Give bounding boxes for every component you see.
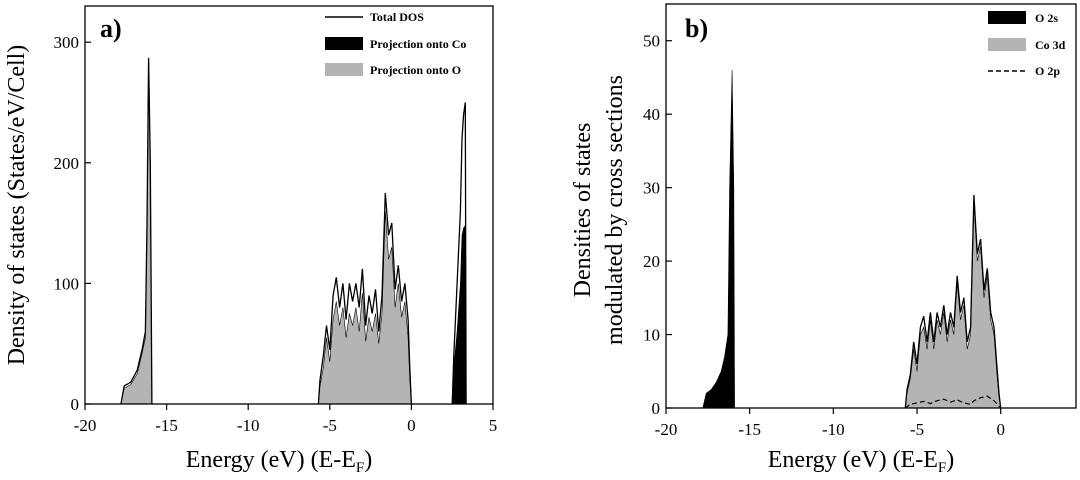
panel-b-y-tick-label: 40: [643, 105, 660, 124]
panel-b-x-axis-label: Energy (eV) (E-EF): [768, 447, 955, 476]
panel-b-x-tick-label: -15: [738, 420, 761, 439]
panel-a-frame: [84, 5, 494, 405]
panel-b-series-o-2p-segment-0: [904, 395, 1002, 409]
panel-b-x-tick-label: -5: [910, 420, 924, 439]
panel-a-x-axis-label: Energy (eV) (E-EF): [186, 447, 373, 476]
legend-label-co: Projection onto Co: [370, 37, 466, 51]
panel-b-x-tick-label: -20: [655, 420, 678, 439]
panel-a-x-tick-label: -5: [323, 416, 337, 435]
panel-b-y-axis-label-line2: modulated by cross sections: [602, 75, 628, 345]
legend-swatch-co: [325, 37, 363, 50]
panel-a-series-layer: [120, 57, 467, 405]
panel-a-x-tick-label: 0: [407, 416, 416, 435]
panel-b-ticks: -20 -15 -10 -5 0 0 10 20 30 40 50: [643, 32, 1005, 439]
legend-label-total-dos: Total DOS: [370, 10, 424, 24]
panel-a-y-tick-label: 200: [54, 154, 80, 173]
panel-a-series-total-dos-segment-0: [120, 57, 153, 405]
panel-b-series-total-outline-segment-0: [904, 194, 1002, 409]
panel-b-y-tick-label: 20: [643, 252, 660, 271]
legend-label-o2p: O 2p: [1035, 64, 1060, 78]
panel-a-x-tick-label: -20: [74, 416, 97, 435]
panel-b-y-axis-label-line1: Densities of states: [570, 123, 596, 298]
legend-label-o2s: O 2s: [1035, 11, 1058, 25]
panel-a-x-tick-label: -10: [237, 416, 260, 435]
panel-b: -20 -15 -10 -5 0 0 10 20 30 40 50 b) Energy (eV) (…: [570, 3, 1077, 476]
panel-a-x-tick-label: -15: [155, 416, 178, 435]
panel-a-series-total-dos-segment-1: [317, 192, 413, 405]
panel-a-legend: Total DOS Projection onto Co Projection …: [325, 10, 466, 77]
panel-b-y-tick-label: 50: [643, 32, 660, 51]
legend-label-o: Projection onto O: [370, 63, 461, 77]
legend-swatch-co3d: [988, 38, 1026, 51]
panel-b-series-layer: [702, 70, 1002, 409]
panel-b-y-tick-label: 0: [652, 399, 661, 418]
panel-b-legend: O 2s Co 3d O 2p: [988, 11, 1066, 78]
panel-a-x-tick-label: 5: [489, 416, 498, 435]
panel-b-series-co-3d-segment-0: [904, 202, 1002, 409]
panel-b-y-tick-label: 30: [643, 179, 660, 198]
panel-a-y-axis-label: Density of states (States/eV/Cell): [4, 45, 30, 366]
panel-a-y-tick-label: 100: [54, 274, 80, 293]
legend-swatch-o: [325, 63, 363, 76]
panel-a-series-projection-onto-o-segment-1: [318, 210, 412, 405]
panel-b-y-tick-label: 10: [643, 326, 660, 345]
legend-label-co3d: Co 3d: [1035, 38, 1066, 52]
panel-a-y-tick-label: 0: [71, 395, 80, 414]
panel-a-y-tick-label: 300: [54, 33, 80, 52]
panel-a-series-total-dos-segment-2: [451, 102, 467, 405]
panel-b-letter: b): [685, 14, 708, 43]
panel-b-x-tick-label: 0: [996, 420, 1005, 439]
panel-b-frame: [665, 3, 1077, 409]
legend-swatch-o2s: [988, 11, 1026, 24]
panel-b-x-tick-label: -10: [822, 420, 845, 439]
panel-a-letter: a): [100, 14, 122, 43]
panel-b-series-o-2s-segment-0: [702, 70, 735, 409]
